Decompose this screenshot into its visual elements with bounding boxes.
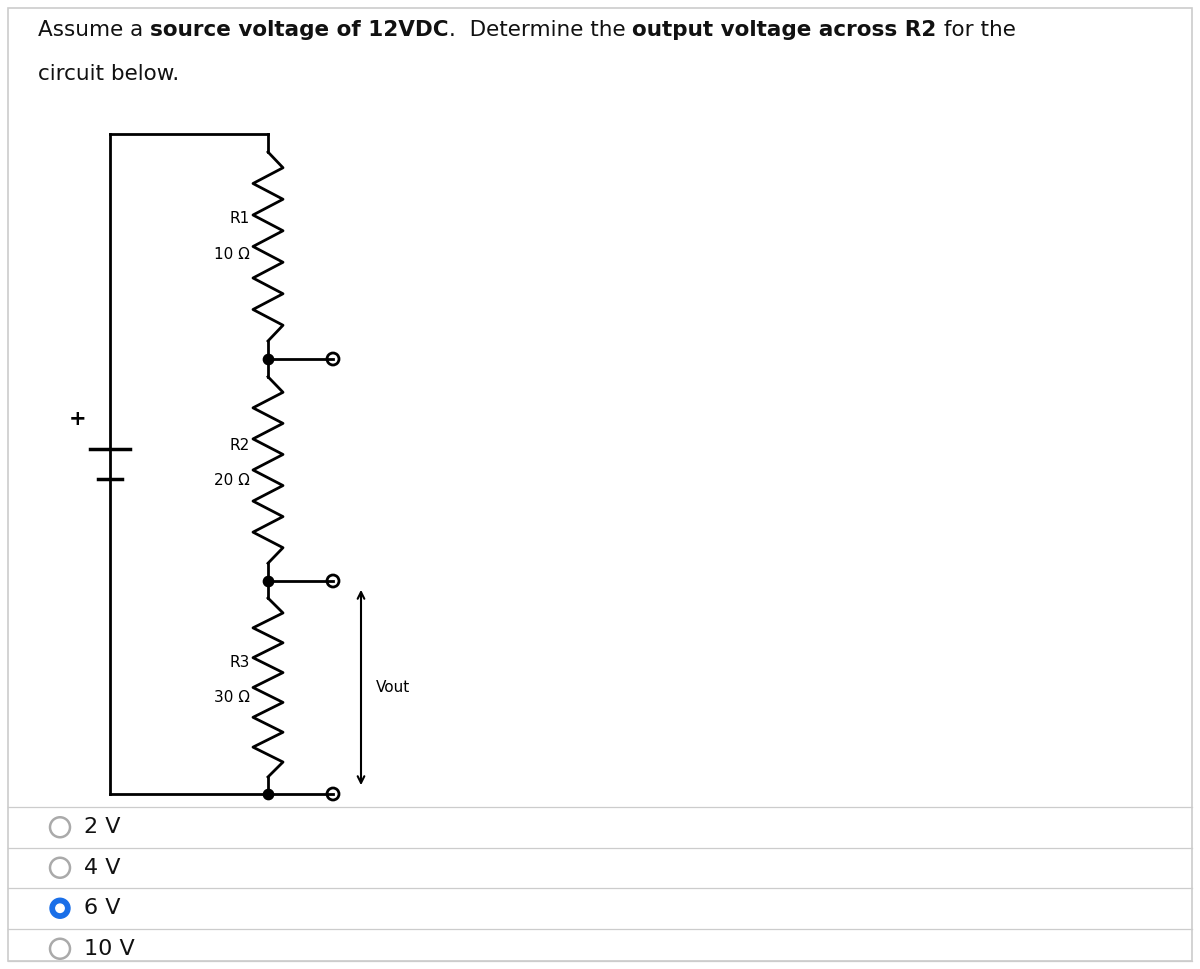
Text: 2 V: 2 V (84, 817, 120, 837)
Text: R3: R3 (229, 655, 250, 670)
Text: Vout: Vout (376, 680, 410, 695)
Text: 10 V: 10 V (84, 939, 134, 958)
Text: circuit below.: circuit below. (38, 64, 179, 84)
Text: output voltage across R2: output voltage across R2 (632, 20, 936, 40)
Point (258, 574, 277, 589)
Text: source voltage of 12VDC: source voltage of 12VDC (150, 20, 449, 40)
Text: Assume a: Assume a (38, 20, 150, 40)
Text: 10 Ω: 10 Ω (214, 247, 250, 262)
Circle shape (55, 904, 65, 913)
Text: +: + (70, 409, 86, 429)
Text: 30 Ω: 30 Ω (214, 690, 250, 705)
Text: 6 V: 6 V (84, 898, 120, 919)
Circle shape (50, 898, 70, 919)
Text: .  Determine the: . Determine the (449, 20, 632, 40)
Point (258, 786, 277, 801)
Point (258, 351, 277, 366)
FancyBboxPatch shape (8, 8, 1192, 961)
Text: 4 V: 4 V (84, 858, 120, 878)
Text: 20 Ω: 20 Ω (214, 473, 250, 487)
Text: R1: R1 (229, 211, 250, 226)
Text: R2: R2 (229, 437, 250, 453)
Text: for the: for the (936, 20, 1015, 40)
